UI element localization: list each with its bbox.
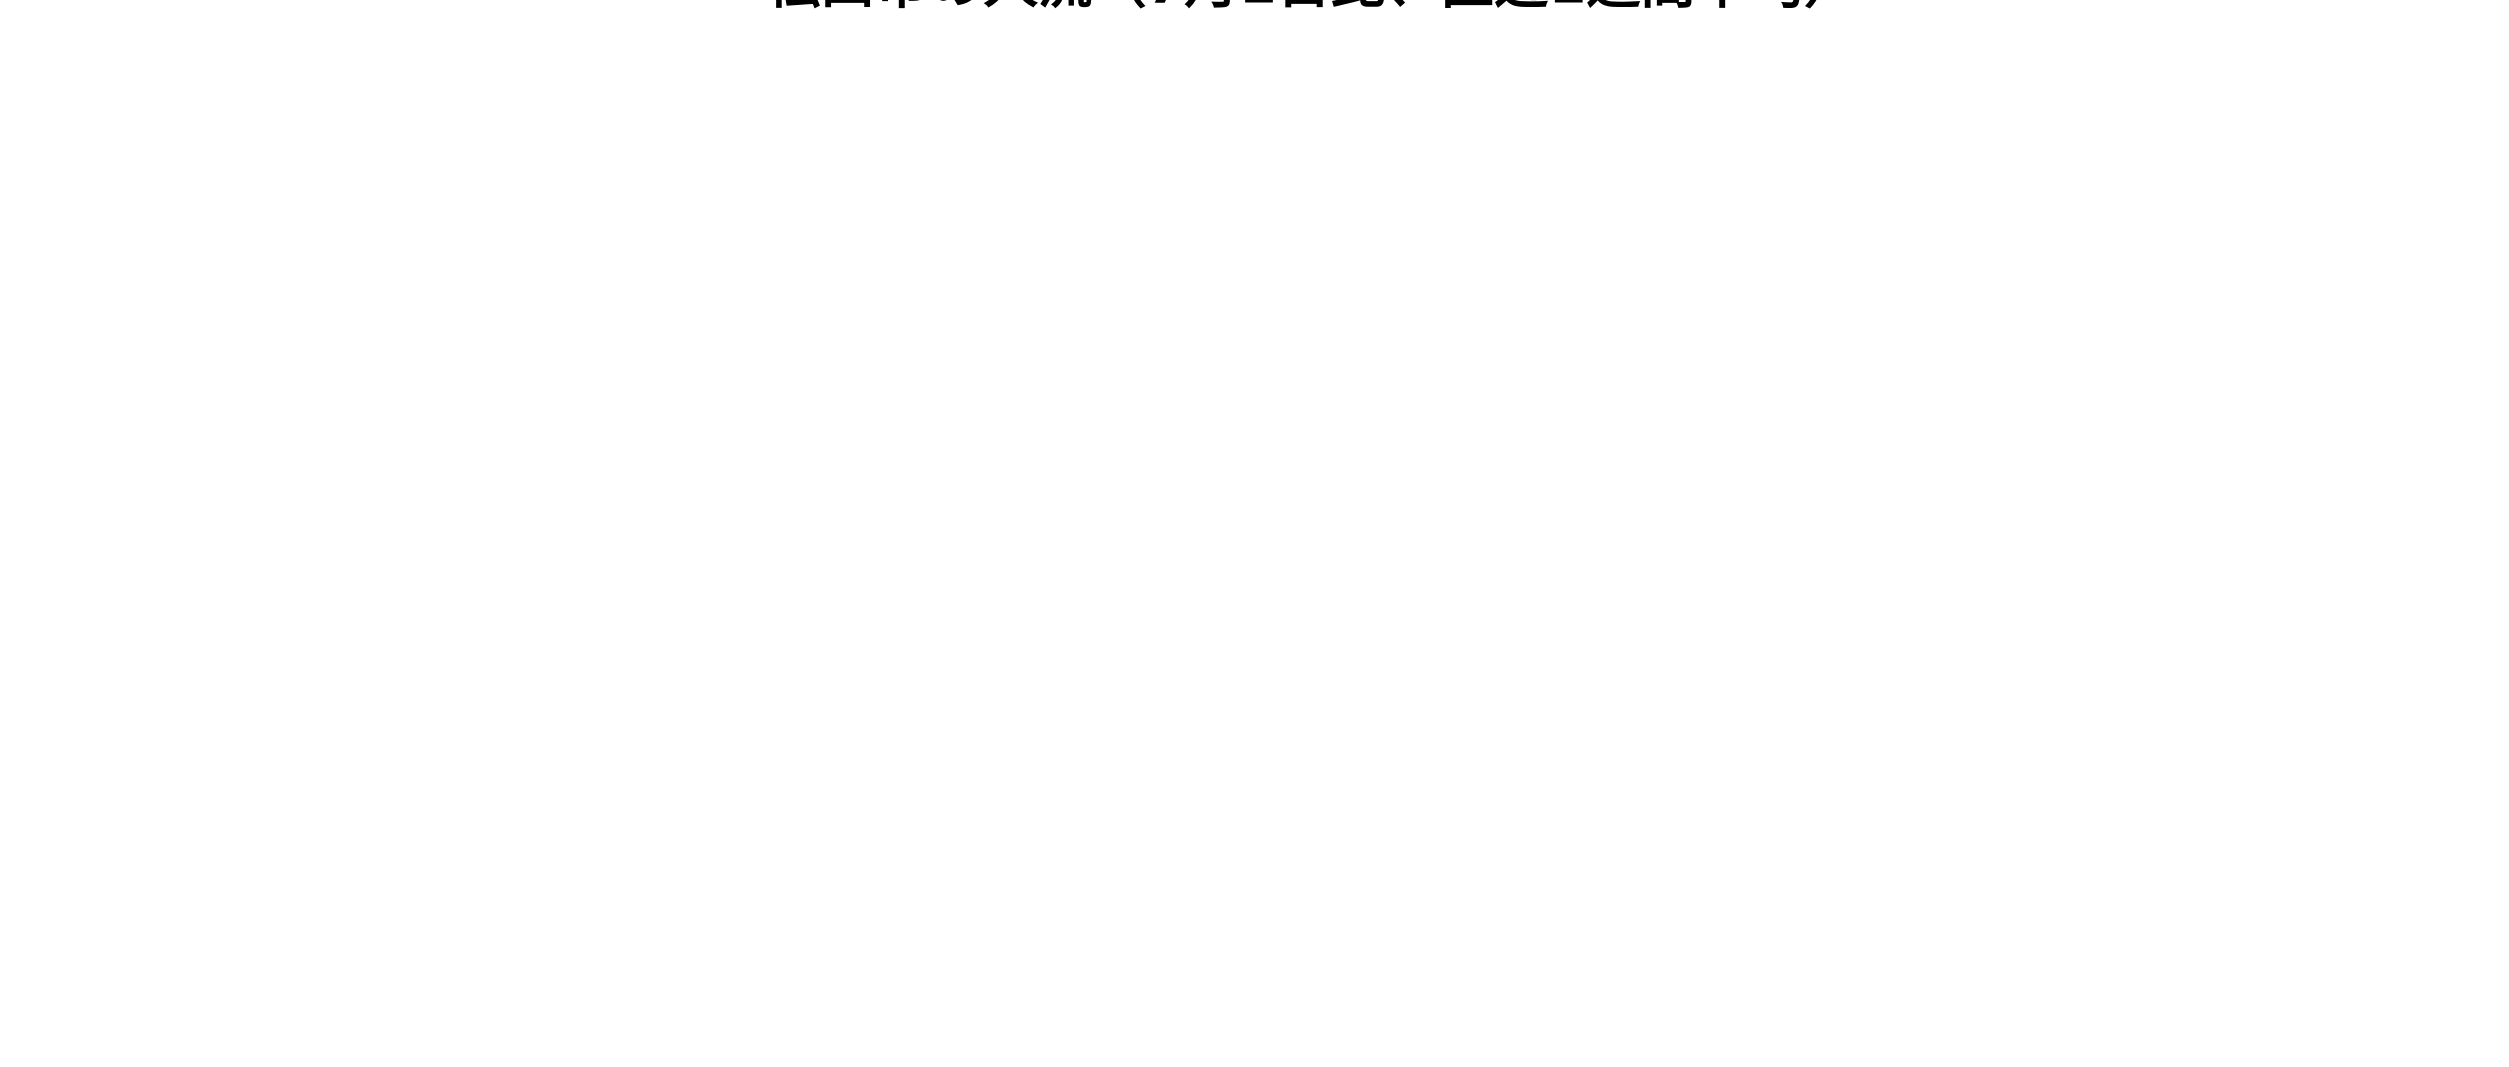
chart-title: 松山市の人流（7月1日比、直近1週間平均） bbox=[766, 0, 1858, 15]
